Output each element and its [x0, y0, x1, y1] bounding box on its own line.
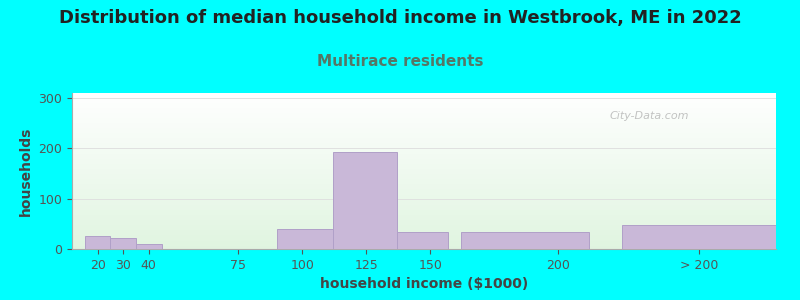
Bar — [277, 229, 333, 249]
Bar — [85, 236, 110, 249]
Bar — [461, 232, 589, 249]
Text: Distribution of median household income in Westbrook, ME in 2022: Distribution of median household income … — [58, 9, 742, 27]
X-axis label: household income ($1000): household income ($1000) — [320, 277, 528, 291]
Bar — [333, 152, 397, 249]
Bar — [110, 238, 136, 249]
Bar — [136, 244, 162, 249]
Bar — [397, 232, 448, 249]
Bar — [622, 225, 776, 249]
Text: City-Data.com: City-Data.com — [610, 111, 689, 122]
Y-axis label: households: households — [19, 126, 33, 216]
Text: Multirace residents: Multirace residents — [317, 54, 483, 69]
